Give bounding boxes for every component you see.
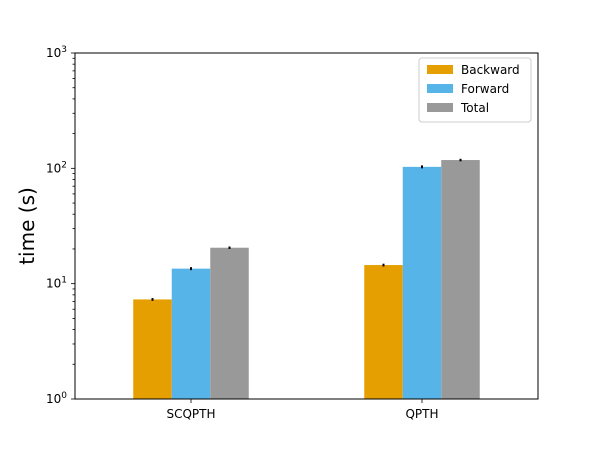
legend-label: Backward — [461, 63, 520, 77]
y-tick-label: 102 — [46, 160, 67, 175]
y-tick-label: 100 — [46, 391, 67, 406]
y-tick-label: 101 — [46, 276, 67, 291]
y-axis-label: time (s) — [15, 187, 39, 265]
bars — [133, 158, 480, 399]
legend: Backward Forward Total — [418, 57, 532, 123]
x-tick-label: SCQPTH — [166, 407, 215, 421]
bar-total-qpth — [441, 160, 480, 399]
legend-swatch — [427, 84, 453, 93]
x-tick-label: QPTH — [405, 407, 438, 421]
legend-swatch — [427, 103, 453, 112]
legend-swatch — [427, 65, 453, 74]
y-tick-label: 103 — [46, 45, 67, 60]
bar-backward-qpth — [364, 265, 403, 399]
bar-forward-scqpth — [171, 268, 211, 399]
legend-label: Forward — [461, 82, 509, 96]
legend-label: Total — [460, 101, 489, 115]
bar-total-scqpth — [210, 247, 249, 399]
bar-backward-scqpth — [133, 299, 172, 399]
y-major-ticks: 100 101 102 103 — [46, 45, 75, 406]
x-ticks: SCQPTH QPTH — [166, 399, 439, 421]
bar-forward-qpth — [402, 166, 442, 399]
plot-frame — [74, 52, 539, 400]
